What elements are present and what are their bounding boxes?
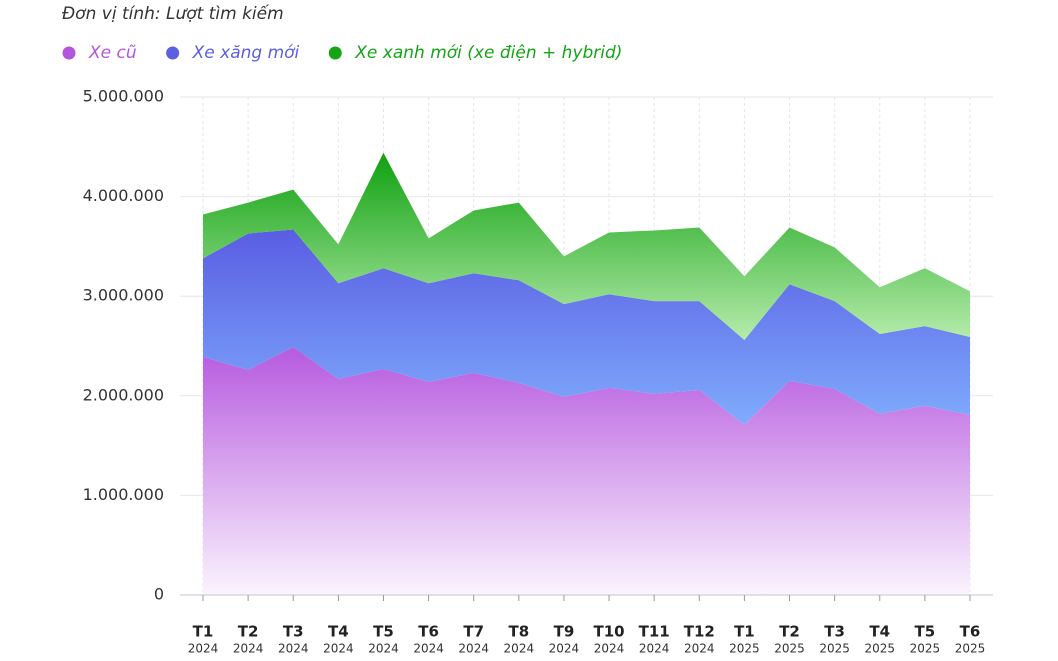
y-tick-label: 4.000.000 [83, 186, 164, 205]
x-tick-year: 2024 [458, 642, 489, 656]
x-tick-label: T1 [193, 623, 214, 641]
y-tick-label: 1.000.000 [83, 485, 164, 504]
x-tick-year: 2024 [233, 642, 264, 656]
x-tick-label: T6 [418, 623, 439, 641]
y-tick-label: 5.000.000 [83, 87, 164, 106]
area [203, 152, 970, 341]
x-tick-label: T4 [869, 623, 890, 641]
x-tick-label: T12 [684, 623, 715, 641]
x-tick-label: T8 [508, 623, 529, 641]
x-tick-label: T4 [328, 623, 349, 641]
x-tick-label: T10 [594, 623, 625, 641]
legend-label: Xe xanh mới (xe điện + hybrid) [354, 43, 622, 63]
x-tick-label: T9 [554, 623, 575, 641]
area [203, 346, 970, 595]
x-tick-year: 2024 [368, 642, 399, 656]
y-tick-label: 2.000.000 [83, 385, 164, 404]
x-tick-label: T11 [639, 623, 670, 641]
x-tick-year: 2025 [729, 642, 760, 656]
y-tick-label: 3.000.000 [83, 286, 164, 305]
x-tick-label: T3 [283, 623, 304, 641]
x-tick-year: 2024 [504, 642, 535, 656]
y-tick-label: 0 [154, 585, 164, 604]
legend-marker [166, 46, 180, 60]
x-tick-label: T1 [734, 623, 755, 641]
x-tick-label: T2 [238, 623, 259, 641]
x-tick-year: 2024 [278, 642, 309, 656]
legend-label: Xe cũ [88, 43, 137, 63]
x-tick-year: 2025 [864, 642, 895, 656]
x-tick-year: 2024 [639, 642, 670, 656]
x-tick-label: T5 [373, 623, 394, 641]
subtitle: Đơn vị tính: Lượt tìm kiếm [62, 3, 284, 24]
x-tick-year: 2024 [594, 642, 625, 656]
x-tick-year: 2025 [910, 642, 941, 656]
x-tick-label: T5 [915, 623, 936, 641]
legend-marker [328, 46, 342, 60]
x-tick-year: 2024 [549, 642, 580, 656]
x-tick-year: 2025 [774, 642, 805, 656]
x-tick-label: T6 [960, 623, 981, 641]
x-tick-label: T2 [779, 623, 800, 641]
x-tick-year: 2024 [684, 642, 715, 656]
legend-label: Xe xăng mới [192, 43, 300, 63]
x-tick-year: 2024 [413, 642, 444, 656]
x-tick-year: 2025 [819, 642, 850, 656]
x-tick-label: T7 [463, 623, 484, 641]
x-tick-label: T3 [824, 623, 845, 641]
legend-marker [62, 46, 76, 60]
area [203, 229, 970, 425]
x-tick-year: 2025 [955, 642, 986, 656]
x-tick-year: 2024 [323, 642, 354, 656]
x-tick-year: 2024 [188, 642, 219, 656]
